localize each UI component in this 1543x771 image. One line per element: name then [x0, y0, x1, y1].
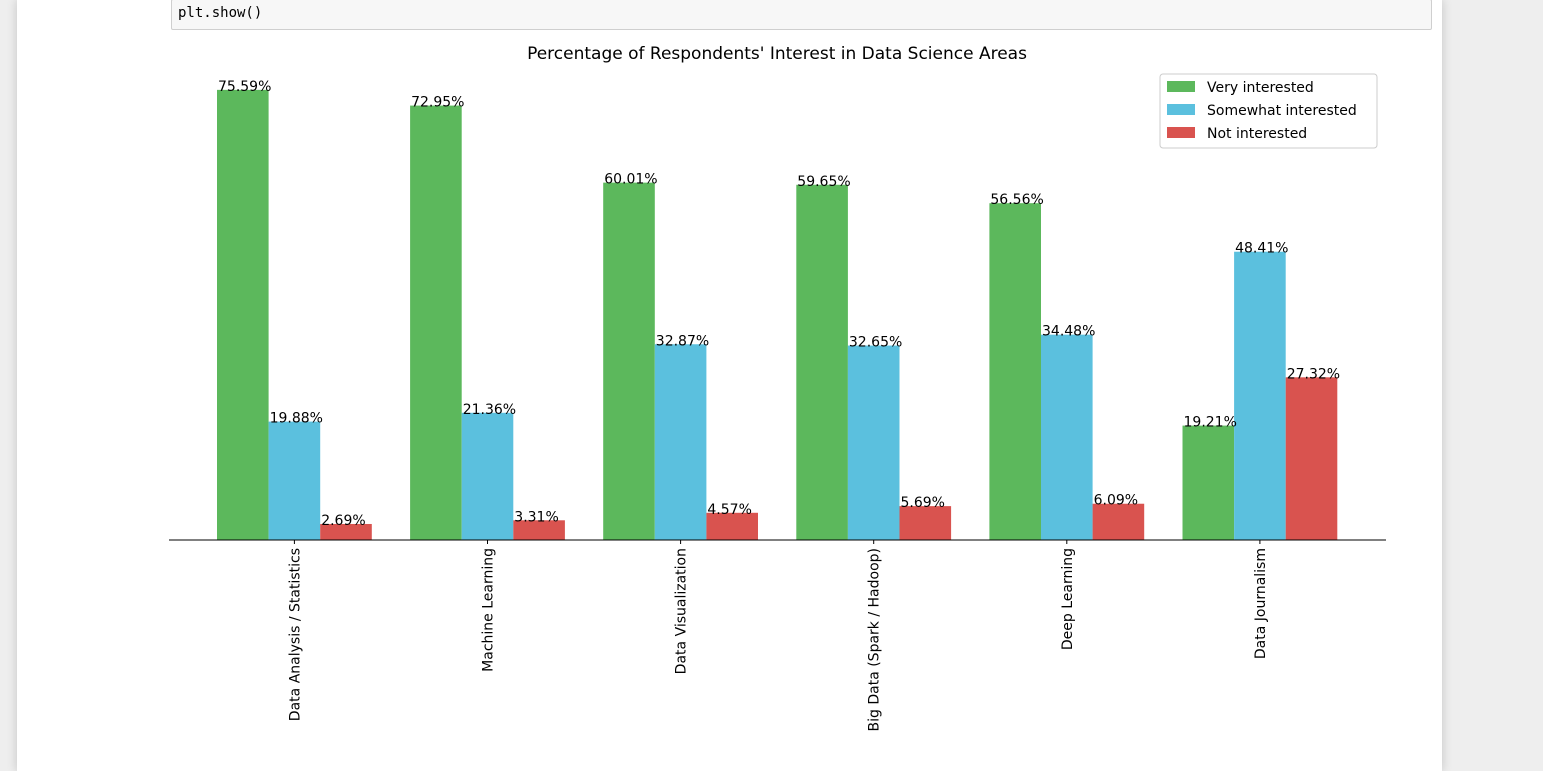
bar-somewhat-interested-machine-learning — [461, 412, 514, 540]
bar-not-interested-machine-learning — [513, 520, 565, 540]
legend: Very interested Somewhat interested Not in… — [1159, 73, 1378, 149]
x-tick-label-machine-learning: Machine Learning — [481, 548, 497, 672]
bar-somewhat-interested-data-visualization — [654, 344, 707, 540]
data-label-very-interested-machine-learning: 72.95% — [411, 95, 464, 111]
data-label-somewhat-interested-deep-learning: 34.48% — [1042, 324, 1095, 340]
data-label-somewhat-interested-data-visualization: 32.87% — [656, 333, 709, 349]
bar-not-interested-data-visualization — [706, 512, 758, 540]
bar-not-interested-big-data-spark-hadoop — [899, 506, 952, 540]
bar-labels-layer: 75.59% 19.88% 2.69% 72.95% 21.36% 3.31% 60.01%… — [218, 79, 1340, 529]
data-label-very-interested-deep-learning: 56.56% — [990, 192, 1043, 208]
code-text: plt.show() — [178, 5, 263, 21]
x-tick-label-deep-learning: Deep Learning — [1060, 548, 1076, 650]
bar-very-interested-big-data-spark-hadoop — [796, 184, 848, 540]
data-label-very-interested-data-visualization: 60.01% — [604, 172, 657, 188]
data-label-not-interested-data-visualization: 4.57% — [707, 502, 751, 518]
data-label-very-interested-data-analysis-statistics: 75.59% — [218, 79, 271, 95]
data-label-very-interested-data-journalism: 19.21% — [1184, 415, 1237, 431]
legend-swatch-somewhat-interested — [1167, 104, 1195, 115]
data-label-not-interested-data-journalism: 27.32% — [1287, 366, 1340, 382]
bar-very-interested-data-visualization — [603, 182, 655, 540]
x-tick-label-data-journalism: Data Journalism — [1253, 548, 1269, 659]
bar-somewhat-interested-data-journalism — [1234, 251, 1286, 540]
x-tick-label-data-analysis-statistics: Data Analysis / Statistics — [287, 548, 303, 721]
bar-not-interested-data-journalism — [1285, 377, 1338, 540]
chart-title: Percentage of Respondents' Interest in D… — [527, 44, 1027, 64]
data-label-not-interested-deep-learning: 6.09% — [1094, 493, 1138, 509]
bar-somewhat-interested-big-data-spark-hadoop — [847, 345, 900, 540]
bar-very-interested-data-analysis-statistics — [217, 89, 269, 541]
data-label-somewhat-interested-data-analysis-statistics: 19.88% — [270, 411, 323, 427]
bar-not-interested-deep-learning — [1092, 503, 1145, 540]
code-cell[interactable]: plt.show() — [171, 0, 1432, 30]
data-label-not-interested-big-data-spark-hadoop: 5.69% — [901, 495, 945, 511]
legend-frame — [1159, 73, 1378, 149]
bar-very-interested-data-journalism — [1182, 425, 1235, 540]
bar-somewhat-interested-data-analysis-statistics — [268, 421, 321, 540]
legend-label-not-interested: Not interested — [1207, 126, 1307, 142]
legend-swatch-not-interested — [1167, 127, 1195, 138]
legend-swatch-very-interested — [1167, 81, 1195, 92]
data-label-not-interested-machine-learning: 3.31% — [514, 509, 558, 525]
bar-not-interested-data-analysis-statistics — [320, 523, 372, 540]
bar-very-interested-machine-learning — [410, 105, 462, 540]
data-label-somewhat-interested-big-data-spark-hadoop: 32.65% — [849, 335, 902, 351]
legend-label-somewhat-interested: Somewhat interested — [1207, 103, 1357, 119]
data-label-somewhat-interested-machine-learning: 21.36% — [463, 402, 516, 418]
bar-very-interested-deep-learning — [989, 203, 1041, 540]
x-tick-labels-layer: Data Analysis / Statistics Machine Learni… — [287, 540, 1269, 731]
bars-layer — [217, 89, 1338, 541]
legend-label-very-interested: Very interested — [1207, 80, 1314, 96]
bar-somewhat-interested-deep-learning — [1041, 334, 1093, 540]
data-label-somewhat-interested-data-journalism: 48.41% — [1235, 241, 1288, 257]
x-tick-label-data-visualization: Data Visualization — [674, 548, 690, 674]
x-tick-label-big-data-spark-hadoop: Big Data (Spark / Hadoop) — [867, 548, 883, 731]
data-label-not-interested-data-analysis-statistics: 2.69% — [321, 513, 365, 529]
data-label-very-interested-big-data-spark-hadoop: 59.65% — [797, 174, 850, 190]
